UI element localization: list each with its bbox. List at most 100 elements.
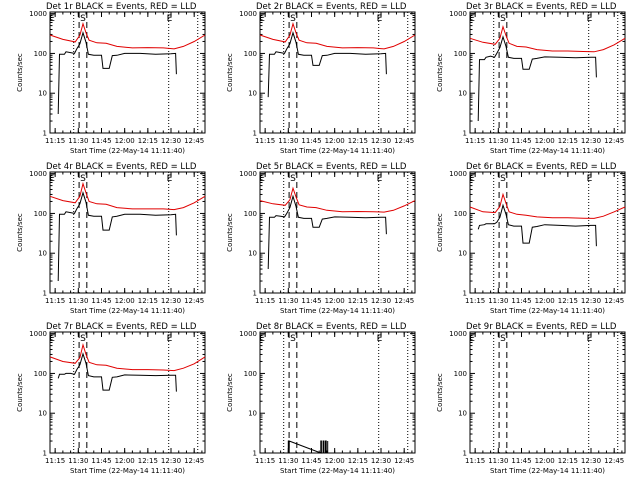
chart-panel-5: Det 5r BLACK = Events, RED = LLD 1 10 100 10… (226, 162, 416, 315)
y-tick-label: 1000 (449, 170, 467, 178)
events-line (477, 35, 597, 122)
x-tick-label: 11:30 (68, 137, 88, 145)
x-tick-label: 12:15 (558, 297, 578, 305)
y-tick-label: 10 (458, 90, 467, 98)
x-tick-label: 11:15 (255, 297, 275, 305)
y-tick-label: 1 (463, 130, 467, 138)
plot-frame (469, 331, 626, 454)
x-tick-label: 11:45 (511, 457, 531, 465)
marker-e: E (587, 14, 593, 24)
x-tick-label: 11:45 (91, 297, 111, 305)
x-tick-label: 12:30 (371, 297, 391, 305)
x-axis-label: Start Time (22-May-14 11:11:40) (490, 307, 605, 315)
x-tick-label: 11:15 (465, 297, 485, 305)
x-tick-label: 12:00 (325, 297, 345, 305)
x-tick-label: 11:15 (45, 297, 65, 305)
events-line (287, 440, 329, 454)
x-tick-label: 12:45 (394, 297, 414, 305)
marker-e: E (469, 14, 475, 24)
marker-e: E (167, 14, 173, 24)
y-axis-label: Counts/sec (16, 213, 24, 252)
x-tick-label: 12:45 (184, 457, 204, 465)
y-tick-label: 10 (38, 410, 47, 418)
x-tick-label: 12:00 (535, 297, 555, 305)
y-tick-label: 100 (34, 50, 47, 58)
marker-e: E (587, 334, 593, 344)
y-tick-label: 10 (458, 410, 467, 418)
x-axis-label: Start Time (22-May-14 11:11:40) (280, 147, 395, 155)
y-tick-label: 100 (244, 50, 257, 58)
plot-frame (259, 331, 416, 454)
events-line (57, 191, 177, 282)
x-axis-label: Start Time (22-May-14 11:11:40) (70, 147, 185, 155)
marker-e: E (469, 334, 475, 344)
x-tick-label: 11:15 (45, 137, 65, 145)
marker-e: E (49, 334, 55, 344)
marker-e: E (259, 334, 265, 344)
x-tick-label: 12:15 (138, 297, 158, 305)
y-tick-label: 1 (463, 450, 467, 458)
x-tick-label: 12:30 (161, 297, 181, 305)
x-axis-label: Start Time (22-May-14 11:11:40) (280, 307, 395, 315)
marker-e: E (259, 14, 265, 24)
x-tick-label: 11:30 (68, 297, 88, 305)
marker-e: E (377, 174, 383, 184)
panel-title: Det 1r BLACK = Events, RED = LLD (46, 2, 197, 12)
marker-s: S (290, 14, 296, 24)
chart-panel-8: Det 8r BLACK = Events, RED = LLD 1 10 100 10… (226, 322, 416, 475)
x-tick-label: 11:15 (465, 457, 485, 465)
y-tick-label: 1 (253, 450, 257, 458)
marker-e: E (377, 14, 383, 24)
x-axis-label: Start Time (22-May-14 11:11:40) (70, 307, 185, 315)
x-tick-label: 12:30 (161, 457, 181, 465)
plot-frame (49, 331, 206, 454)
marker-s: S (500, 334, 506, 344)
lld-line (49, 181, 206, 211)
panel-title: Det 9r BLACK = Events, RED = LLD (466, 322, 617, 332)
lld-line (259, 186, 416, 213)
y-axis-label: Counts/sec (226, 373, 234, 412)
y-tick-label: 1 (43, 450, 47, 458)
x-tick-label: 12:30 (161, 137, 181, 145)
y-tick-label: 1000 (29, 170, 47, 178)
y-tick-label: 100 (454, 370, 467, 378)
y-tick-label: 1000 (239, 170, 257, 178)
x-axis-label: Start Time (22-May-14 11:11:40) (490, 147, 605, 155)
x-tick-label: 12:00 (115, 137, 135, 145)
panel-title: Det 5r BLACK = Events, RED = LLD (256, 162, 407, 172)
events-line (477, 203, 597, 247)
x-tick-label: 11:45 (511, 297, 531, 305)
x-tick-label: 12:15 (558, 457, 578, 465)
chart-panel-4: Det 4r BLACK = Events, RED = LLD 1 10 100 10… (16, 162, 206, 315)
panel-title: Det 2r BLACK = Events, RED = LLD (256, 2, 407, 12)
x-axis-label: Start Time (22-May-14 11:11:40) (70, 467, 185, 475)
x-tick-label: 12:15 (138, 137, 158, 145)
y-axis-label: Counts/sec (436, 53, 444, 92)
x-tick-label: 12:00 (325, 457, 345, 465)
x-tick-label: 12:15 (138, 457, 158, 465)
x-tick-label: 12:30 (581, 137, 601, 145)
y-tick-label: 1000 (239, 10, 257, 18)
plot-frame (259, 171, 416, 294)
y-tick-label: 1000 (239, 330, 257, 338)
chart-panel-1: Det 1r BLACK = Events, RED = LLD 1 10 100 10… (16, 2, 206, 155)
x-tick-label: 12:45 (184, 297, 204, 305)
x-tick-label: 12:30 (371, 137, 391, 145)
events-line (267, 31, 387, 98)
x-tick-label: 11:30 (278, 137, 298, 145)
x-tick-label: 11:30 (488, 137, 508, 145)
marker-e: E (167, 174, 173, 184)
x-tick-label: 11:45 (91, 137, 111, 145)
chart-panel-7: Det 7r BLACK = Events, RED = LLD 1 10 100 10… (16, 322, 206, 475)
lld-line (49, 343, 206, 372)
panel-title: Det 8r BLACK = Events, RED = LLD (256, 322, 407, 332)
marker-e: E (377, 334, 383, 344)
y-tick-label: 10 (458, 250, 467, 258)
x-tick-label: 12:30 (581, 297, 601, 305)
plot-frame (469, 171, 626, 294)
y-tick-label: 100 (34, 210, 47, 218)
marker-e: E (167, 334, 173, 344)
x-tick-label: 11:45 (301, 297, 321, 305)
y-axis-label: Counts/sec (16, 53, 24, 92)
x-tick-label: 11:15 (465, 137, 485, 145)
